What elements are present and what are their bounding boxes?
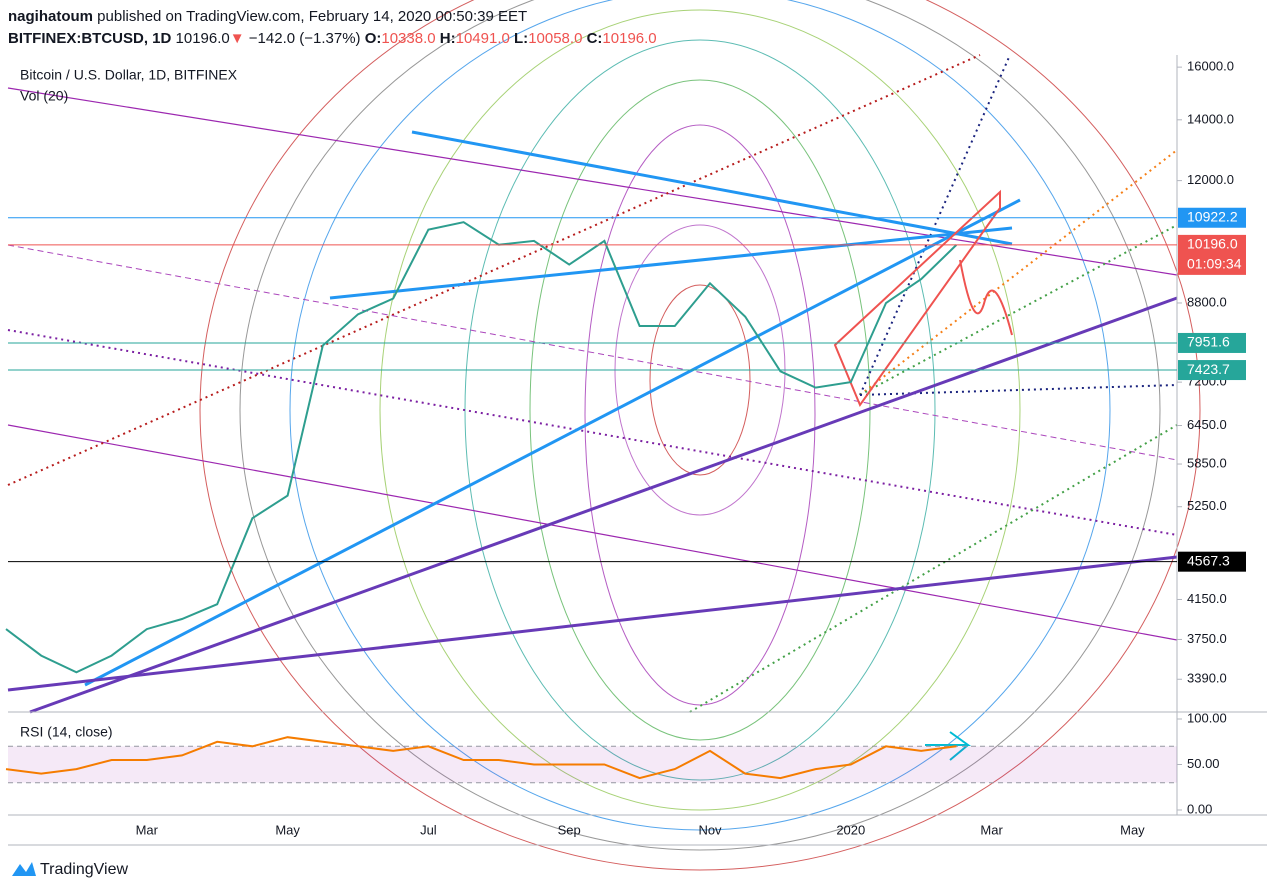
quote-line: BITFINEX:BTCUSD, 1D 10196.0▼ −142.0 (−1.… <box>8 28 657 50</box>
ellipse <box>289 0 1111 831</box>
chart-title: Bitcoin / U.S. Dollar, 1D, BITFINEX <box>20 67 238 83</box>
price-label-bg <box>1178 332 1246 353</box>
chart-subtitle: Vol (20) <box>20 88 68 104</box>
trend-line <box>411 130 1013 246</box>
rsi-arrow <box>925 731 972 761</box>
y-tick-label: 12000.0 <box>1187 172 1234 187</box>
fan-line <box>859 54 1011 396</box>
value: 10338.0 <box>381 30 436 47</box>
ellipse <box>649 284 751 476</box>
trend-line <box>7 87 1178 276</box>
price-label: 7951.6 <box>1187 334 1230 350</box>
trend-line <box>7 424 1178 641</box>
price-line <box>5 221 958 674</box>
y-tick-label: 0.00 <box>1187 801 1212 816</box>
brand: TradingView <box>40 861 128 878</box>
label: L: <box>514 30 529 47</box>
rsi-title: RSI (14, close) <box>20 724 113 740</box>
arrow: ▼ <box>229 30 245 47</box>
price-label-bg <box>1178 551 1246 572</box>
trend-line <box>7 555 1178 692</box>
fan-line <box>859 149 1178 396</box>
value: 10196.0 <box>602 30 657 47</box>
value: 10058.0 <box>528 30 583 47</box>
price-label-bg <box>1178 207 1246 228</box>
channel <box>833 189 1001 408</box>
fan-line <box>859 384 1178 396</box>
price-label: 4567.3 <box>1187 552 1230 568</box>
price-label: 10196.0 <box>1187 236 1238 252</box>
trend-line <box>29 296 1178 714</box>
y-tick-label: 100.00 <box>1187 710 1227 725</box>
projection <box>959 259 1013 336</box>
x-tick-label: Mar <box>136 822 159 837</box>
ellipse <box>379 9 1021 811</box>
logo <box>12 862 36 876</box>
user: nagihatoum <box>8 8 93 25</box>
ellipse <box>239 0 1161 851</box>
y-tick-label: 5250.0 <box>1187 498 1227 513</box>
trend-line <box>7 244 1178 461</box>
y-tick-label: 50.00 <box>1187 756 1220 771</box>
label: O: <box>364 30 382 47</box>
y-tick-label: 8800.0 <box>1187 294 1227 309</box>
x-tick-label: May <box>275 822 300 837</box>
price-label-bg <box>1178 360 1246 381</box>
header: nagihatoum published on TradingView.com,… <box>8 6 657 50</box>
price-label: 7423.7 <box>1187 361 1230 377</box>
x-tick-label: Jul <box>420 822 437 837</box>
y-tick-label: 5850.0 <box>1187 455 1227 470</box>
y-tick-label: 16000.0 <box>1187 59 1234 74</box>
x-tick-label: Sep <box>558 822 581 837</box>
y-tick-label: 3750.0 <box>1187 631 1227 646</box>
y-tick-label: 14000.0 <box>1187 111 1234 126</box>
price-label: 10922.2 <box>1187 208 1238 224</box>
trend-line <box>84 198 1021 687</box>
change: −142.0 (−1.37%) <box>248 30 361 47</box>
price-label-bg <box>1178 234 1246 275</box>
symbol: BITFINEX:BTCUSD, 1D <box>8 30 172 47</box>
countdown: 01:09:34 <box>1187 256 1242 272</box>
y-tick-label: 3390.0 <box>1187 671 1227 686</box>
ellipse <box>199 0 1201 871</box>
trend-line <box>329 226 1013 300</box>
publish-line: nagihatoum published on TradingView.com,… <box>8 6 657 28</box>
y-tick-label: 6450.0 <box>1187 417 1227 432</box>
x-tick-label: Mar <box>980 822 1003 837</box>
x-tick-label: May <box>1120 822 1145 837</box>
x-tick-label: Nov <box>698 822 722 837</box>
published: published on TradingView.com, February 1… <box>97 8 528 25</box>
drawings <box>7 0 1201 871</box>
label: C: <box>586 30 603 47</box>
fan-line <box>689 424 1178 713</box>
last: 10196.0 <box>175 30 230 47</box>
y-tick-label: 4150.0 <box>1187 591 1227 606</box>
x-tick-label: 2020 <box>836 822 865 837</box>
price-line <box>5 736 957 780</box>
value: 10491.0 <box>455 30 510 47</box>
label: H: <box>439 30 456 47</box>
